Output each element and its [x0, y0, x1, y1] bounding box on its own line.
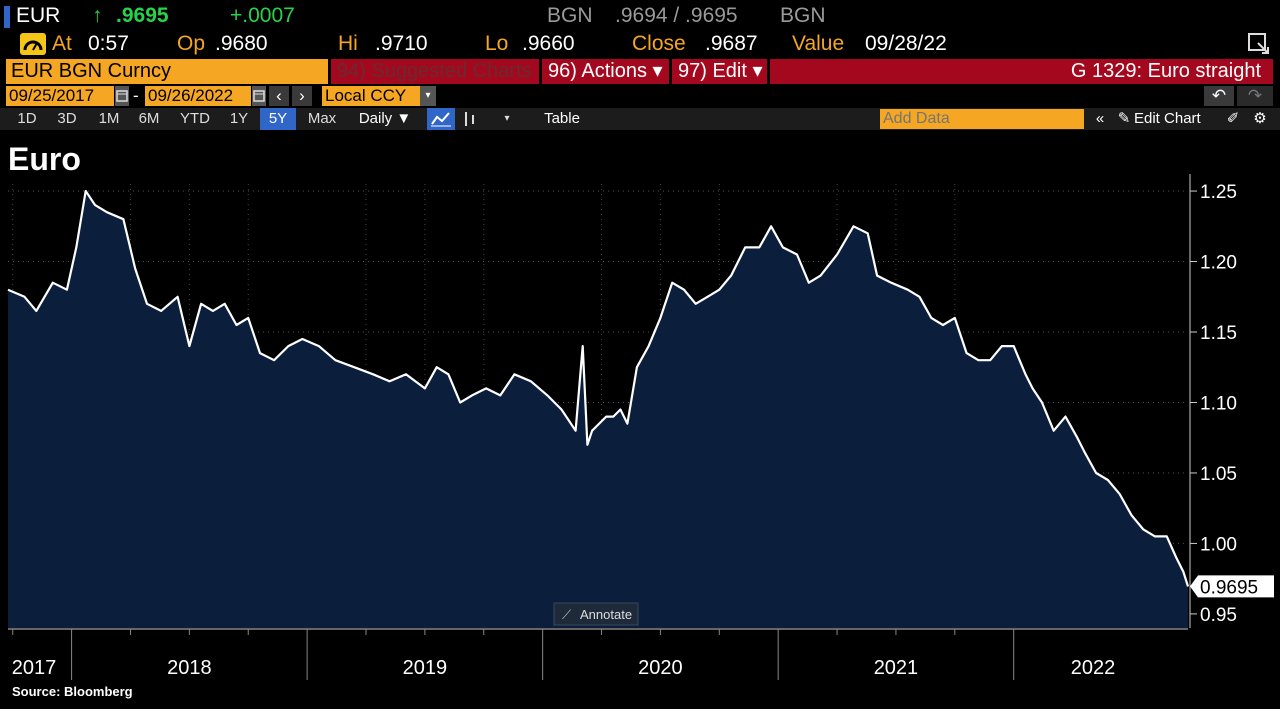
date-range-row: 09/25/2017 - 09/26/2022 ‹ › Local CCY ▾ … [0, 86, 1280, 107]
edit-menu[interactable]: 97) Edit ▾ [672, 59, 767, 84]
expand-icon[interactable] [1246, 31, 1272, 61]
settings-gear-icon[interactable]: ⚙ [1253, 110, 1267, 127]
start-date-field[interactable]: 09/25/2017 [6, 86, 114, 106]
quote-currency: BGN [547, 4, 593, 27]
x-tick-label: 2021 [874, 657, 919, 679]
add-data-input[interactable] [880, 109, 1084, 129]
redo-icon[interactable]: ↷ [1237, 86, 1273, 106]
next-range-button[interactable]: › [292, 86, 312, 106]
series-area [7, 189, 1190, 628]
y-tick-label: 1.10 [1200, 393, 1237, 414]
high-label: Hi [338, 32, 358, 55]
x-axis: 2017 2018 2019 2020 2021 2022 [8, 628, 1188, 680]
ticker-row: EUR ↑ .9695 +.0007 BGN .9694 / .9695 BGN [0, 2, 1280, 30]
quote-currency-2: BGN [780, 4, 826, 27]
prev-range-button[interactable]: ‹ [269, 86, 289, 106]
currency-dropdown-icon[interactable]: ▾ [420, 86, 436, 106]
x-tick-label: 2018 [167, 657, 212, 679]
series-line [7, 189, 1190, 587]
y-tick-label: 1.00 [1200, 534, 1237, 555]
last-price: .9695 [116, 4, 169, 27]
y-tick-label: 1.15 [1200, 323, 1237, 344]
y-tick-label: 0.95 [1200, 605, 1237, 626]
close-value: .9687 [705, 32, 758, 55]
annotate-pencil-icon: ⟋ [562, 607, 572, 622]
period-max[interactable]: Max [307, 110, 337, 127]
end-date-field[interactable]: 09/26/2022 [145, 86, 251, 106]
x-tick-label: 2020 [638, 657, 683, 679]
annotate-button[interactable]: ⟋ Annotate [553, 602, 639, 626]
period-1d[interactable]: 1D [17, 110, 37, 127]
chart-panel: Euro 1.25 1.20 1.15 1.10 1.05 1.00 0.95 0.9695 … [0, 132, 1280, 704]
chart-type-dropdown-icon[interactable]: ▾ [504, 113, 510, 124]
frequency-select[interactable]: Daily ▼ [358, 110, 412, 127]
bar-chart-icon[interactable] [458, 108, 482, 130]
at-label: At [52, 32, 72, 55]
x-tick-label: 2022 [1071, 657, 1116, 679]
up-arrow-icon: ↑ [92, 4, 103, 27]
value-label: Value [792, 32, 845, 55]
last-value-label: 0.9695 [1200, 577, 1258, 598]
period-3d[interactable]: 3D [57, 110, 77, 127]
period-ytd[interactable]: YTD [180, 110, 210, 127]
open-label: Op [177, 32, 206, 55]
suggested-charts-menu: 94) Suggested Charts [331, 59, 539, 84]
ticker-symbol[interactable]: EUR [16, 4, 61, 27]
line-chart-icon[interactable] [427, 108, 455, 130]
table-button[interactable]: Table [544, 110, 580, 127]
header-bar: EUR BGN Curncy 94) Suggested Charts 96) … [0, 59, 1280, 85]
calendar-icon[interactable] [115, 86, 129, 106]
undo-icon[interactable]: ↶ [1204, 86, 1234, 106]
security-field[interactable]: EUR BGN Curncy [6, 59, 328, 84]
period-1m[interactable]: 1M [98, 110, 120, 127]
annotate-label: Annotate [580, 607, 632, 622]
area-fill [8, 191, 1188, 628]
toolbar: 1D 3D 1M 6M YTD 1Y 5Y Max Daily ▼ ▾ Tabl… [0, 108, 1280, 130]
y-tick-label: 1.05 [1200, 464, 1237, 485]
y-tick-label: 1.20 [1200, 253, 1237, 274]
low-label: Lo [485, 32, 509, 55]
edit-box-icon[interactable]: ✐ [1226, 110, 1240, 127]
open-value: .9680 [215, 32, 268, 55]
collapse-icon[interactable]: « [1095, 110, 1105, 127]
currency-mode-select[interactable]: Local CCY [322, 86, 420, 106]
low-value: .9660 [522, 32, 575, 55]
calendar-end-icon[interactable] [252, 86, 266, 106]
pencil-icon: ✎ [1117, 110, 1131, 127]
at-value: 0:57 [88, 32, 129, 55]
period-1y[interactable]: 1Y [229, 110, 249, 127]
stats-row: At 0:57 Op .9680 Hi .9710 Lo .9660 Close… [0, 31, 1280, 57]
date-dash: - [133, 86, 139, 105]
gauge-icon[interactable] [20, 33, 46, 55]
actions-menu[interactable]: 96) Actions ▾ [542, 59, 669, 84]
x-tick-label: 2017 [12, 657, 57, 679]
source-note: Source: Bloomberg [12, 684, 133, 699]
period-5y[interactable]: 5Y [260, 108, 296, 130]
close-label: Close [632, 32, 686, 55]
chart-canvas[interactable]: Euro 1.251.201.151.101.051.000.950.9695 … [0, 132, 1280, 704]
net-change: +.0007 [230, 4, 295, 27]
bid-ask: .9694 / .9695 [615, 4, 738, 27]
y-tick-label: 1.25 [1200, 182, 1237, 203]
ticker-marker [4, 6, 10, 28]
value-date: 09/28/22 [865, 32, 947, 55]
edit-chart-button[interactable]: Edit Chart [1134, 110, 1201, 127]
chart-title-bar: G 1329: Euro straight [770, 59, 1273, 84]
chart-title: Euro [8, 141, 81, 177]
last-value-badge [1190, 575, 1274, 598]
y-axis: 1.25 1.20 1.15 1.10 1.05 1.00 0.95 0.9695 [1189, 174, 1274, 628]
period-6m[interactable]: 6M [138, 110, 160, 127]
high-value: .9710 [375, 32, 428, 55]
x-tick-label: 2019 [403, 657, 448, 679]
